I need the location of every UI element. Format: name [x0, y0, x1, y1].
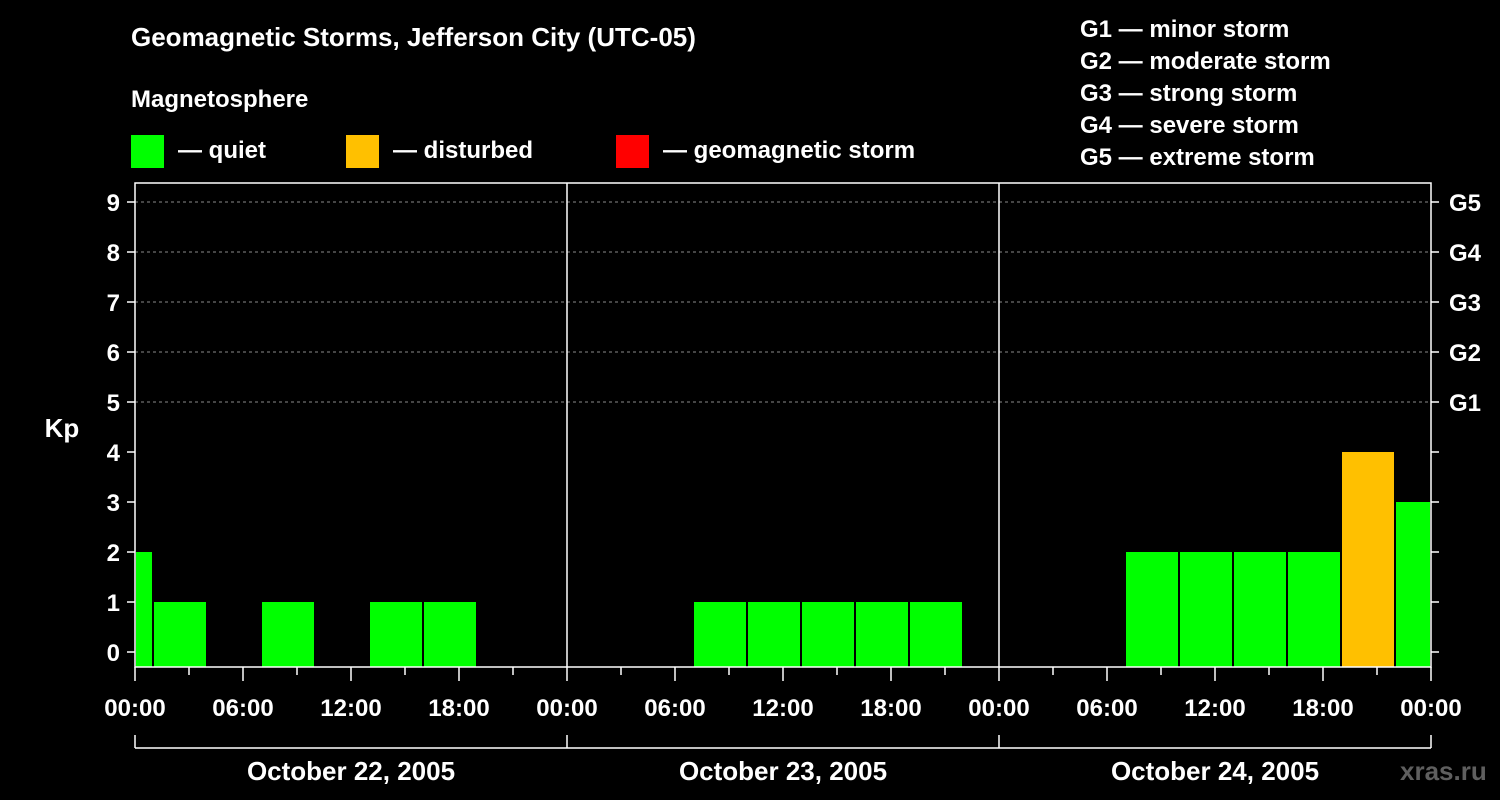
y-tick-label: 6	[107, 340, 120, 367]
legend-item-storm: — geomagnetic storm	[616, 134, 915, 168]
watermark: xras.ru	[1400, 756, 1487, 786]
kp-bar	[802, 602, 854, 667]
day-label: October 24, 2005	[1111, 756, 1319, 786]
y-tick-label: 2	[107, 540, 120, 567]
legend-swatch-storm	[616, 134, 649, 168]
x-tick-label: 12:00	[1184, 695, 1245, 722]
kp-bar	[1180, 552, 1232, 667]
x-tick-label: 18:00	[1292, 695, 1353, 722]
day-label: October 22, 2005	[247, 756, 455, 786]
kp-bar	[1126, 552, 1178, 667]
x-tick-label: 12:00	[320, 695, 381, 722]
x-tick-label: 00:00	[1400, 695, 1461, 722]
legend-swatch-disturbed	[346, 134, 379, 168]
x-tick-label: 06:00	[644, 695, 705, 722]
g-level-label: G4	[1449, 240, 1482, 267]
y-tick-label: 7	[107, 290, 120, 317]
g-level-label: G3	[1449, 290, 1481, 317]
kp-bar	[136, 552, 152, 667]
kp-bar	[262, 602, 314, 667]
y-tick-label: 5	[107, 390, 120, 417]
x-tick-label: 06:00	[1076, 695, 1137, 722]
legend-label-storm: — geomagnetic storm	[663, 137, 916, 164]
legend-label-quiet: — quiet	[178, 137, 266, 164]
x-tick-label: 00:00	[536, 695, 597, 722]
y-tick-label: 3	[107, 490, 120, 517]
g-scale-item: G4 — severe storm	[1080, 112, 1299, 139]
kp-bar	[154, 602, 206, 667]
kp-bar	[1234, 552, 1286, 667]
legend-label-disturbed: — disturbed	[393, 137, 534, 164]
g-scale-item: G5 — extreme storm	[1080, 144, 1315, 171]
kp-bar	[424, 602, 476, 667]
kp-bar	[1342, 452, 1394, 667]
y-tick-label: 4	[107, 440, 121, 467]
x-tick-label: 00:00	[968, 695, 1029, 722]
kp-bar	[1288, 552, 1340, 667]
x-tick-label: 18:00	[428, 695, 489, 722]
y-tick-label: 0	[107, 640, 120, 667]
g-level-label: G2	[1449, 340, 1481, 367]
g-scale-item: G3 — strong storm	[1080, 80, 1298, 107]
legend-title: Magnetosphere	[131, 86, 309, 113]
legend-item-disturbed: — disturbed	[346, 134, 533, 168]
g-level-label: G1	[1449, 390, 1481, 417]
y-axis-label: Kp	[45, 413, 80, 443]
g-scale-item: G1 — minor storm	[1080, 16, 1290, 43]
legend-swatch-quiet	[131, 134, 164, 168]
y-tick-label: 9	[107, 190, 120, 217]
g-scale-item: G2 — moderate storm	[1080, 48, 1331, 75]
kp-bar	[748, 602, 800, 667]
y-tick-label: 8	[107, 240, 120, 267]
chart-title: Geomagnetic Storms, Jefferson City (UTC-…	[131, 22, 696, 52]
kp-bar	[856, 602, 908, 667]
kp-bar	[1396, 502, 1430, 667]
y-tick-label: 1	[107, 590, 120, 617]
g-scale-legend: G1 — minor storm G2 — moderate storm G3 …	[1080, 14, 1331, 174]
x-tick-label: 06:00	[212, 695, 273, 722]
legend-item-quiet: — quiet	[131, 134, 266, 168]
kp-bar	[910, 602, 962, 667]
kp-bar	[370, 602, 422, 667]
day-label: October 23, 2005	[679, 756, 887, 786]
kp-bar	[694, 602, 746, 667]
x-tick-label: 12:00	[752, 695, 813, 722]
x-tick-label: 00:00	[104, 695, 165, 722]
g-level-label: G5	[1449, 190, 1481, 217]
x-tick-label: 18:00	[860, 695, 921, 722]
